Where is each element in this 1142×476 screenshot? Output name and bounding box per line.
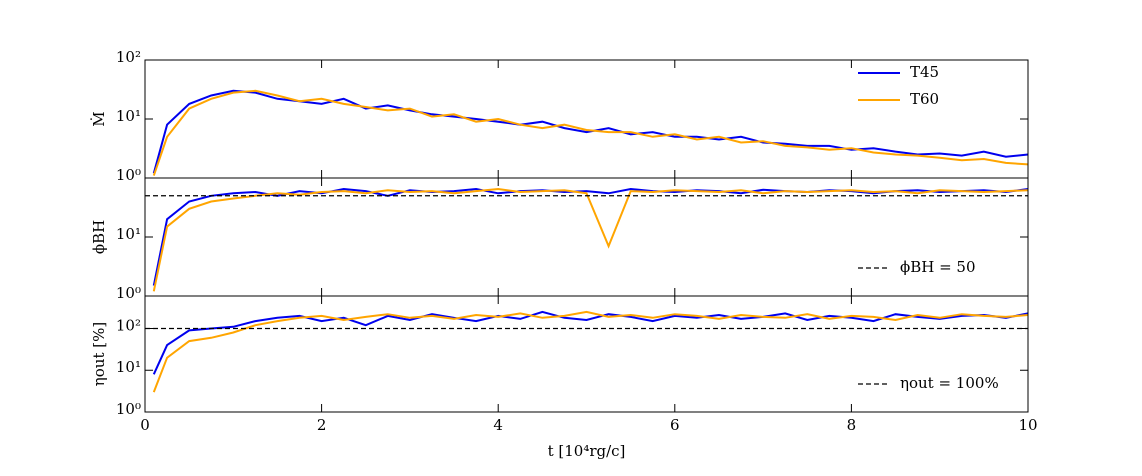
x-tick-label: 8 xyxy=(847,416,857,434)
x-axis-label: t [10⁴rg/c] xyxy=(548,442,626,460)
data-line xyxy=(152,187,1029,292)
y-tick-label: 10⁰ xyxy=(116,284,141,302)
y-tick-label: 10¹ xyxy=(116,107,141,125)
legend-label: T45 xyxy=(910,63,939,81)
data-line xyxy=(152,310,1029,393)
data-line xyxy=(152,310,1029,375)
y-axis-label: ϕBH xyxy=(90,220,108,254)
x-tick-label: 0 xyxy=(140,416,150,434)
y-axis-label: ηout [%] xyxy=(90,322,108,386)
y-tick-label: 10² xyxy=(116,48,141,66)
x-tick-label: 2 xyxy=(317,416,327,434)
y-tick-label: 10² xyxy=(116,316,141,334)
y-tick-label: 10⁰ xyxy=(116,166,141,184)
y-tick-label: 10¹ xyxy=(116,225,141,243)
y-tick-label: 10⁰ xyxy=(116,400,141,418)
legend-label: ηout = 100% xyxy=(900,374,999,392)
data-line xyxy=(152,89,1029,176)
plot-frame xyxy=(144,59,1029,179)
x-tick-label: 6 xyxy=(670,416,680,434)
legend-label: T60 xyxy=(910,90,939,108)
legend-label: ϕBH = 50 xyxy=(900,258,976,276)
plot-frame xyxy=(144,295,1029,413)
data-line xyxy=(152,89,1029,174)
y-axis-label: Ṁ xyxy=(90,111,108,126)
x-tick-label: 10 xyxy=(1018,416,1037,434)
x-tick-label: 4 xyxy=(493,416,503,434)
y-tick-label: 10¹ xyxy=(116,358,141,376)
